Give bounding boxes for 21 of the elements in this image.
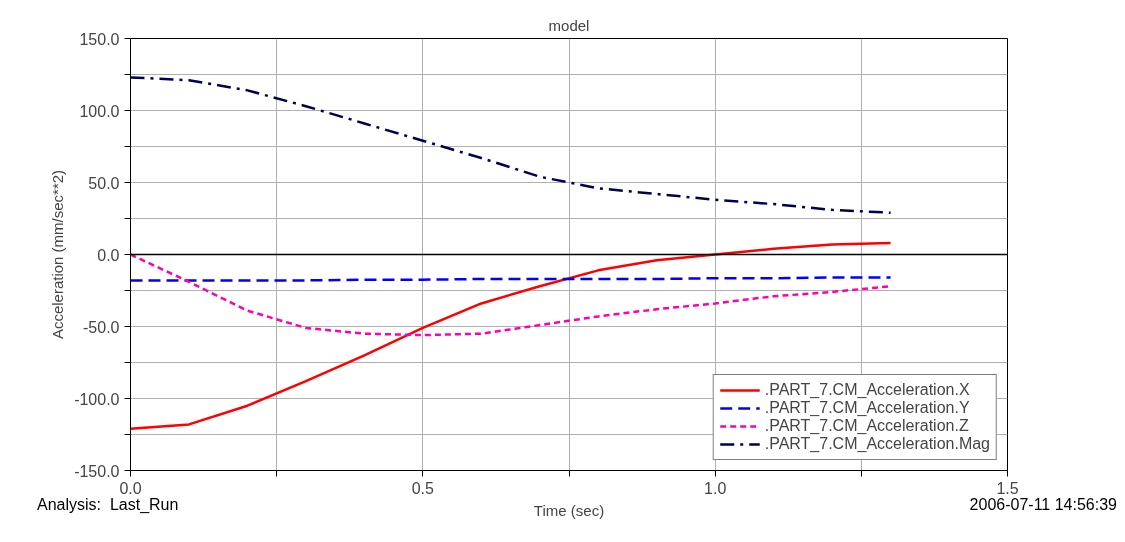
legend-label: .PART_7.CM_Acceleration.Z xyxy=(764,417,969,435)
y-tick-label: -100.0 xyxy=(74,390,120,408)
x-tick-label: 0.0 xyxy=(119,479,142,497)
legend-label: .PART_7.CM_Acceleration.Mag xyxy=(764,435,990,453)
chart-title: model xyxy=(548,16,590,34)
y-axis-title: Acceleration (mm/sec**2) xyxy=(49,169,67,340)
y-tick-label: 150.0 xyxy=(79,30,120,48)
y-tick-label: 50.0 xyxy=(88,174,120,192)
x-tick-label: 1.0 xyxy=(704,479,727,497)
legend-label: .PART_7.CM_Acceleration.Y xyxy=(764,399,970,417)
legend-label: .PART_7.CM_Acceleration.X xyxy=(764,381,970,399)
y-tick-label: 100.0 xyxy=(79,102,120,120)
x-tick-label: 0.5 xyxy=(411,479,435,497)
text: Analysis: Last_Run xyxy=(37,495,179,515)
x-axis-title: Time (sec) xyxy=(533,501,605,519)
line-series xyxy=(130,76,892,214)
y-tick-label: 0.0 xyxy=(97,246,120,264)
text: 2006-07-11 14:56:39 xyxy=(969,495,1117,515)
y-tick-label: -150.0 xyxy=(74,462,120,480)
y-tick-label: -50.0 xyxy=(83,318,120,336)
x-tick-label: 1.5 xyxy=(996,479,1019,497)
